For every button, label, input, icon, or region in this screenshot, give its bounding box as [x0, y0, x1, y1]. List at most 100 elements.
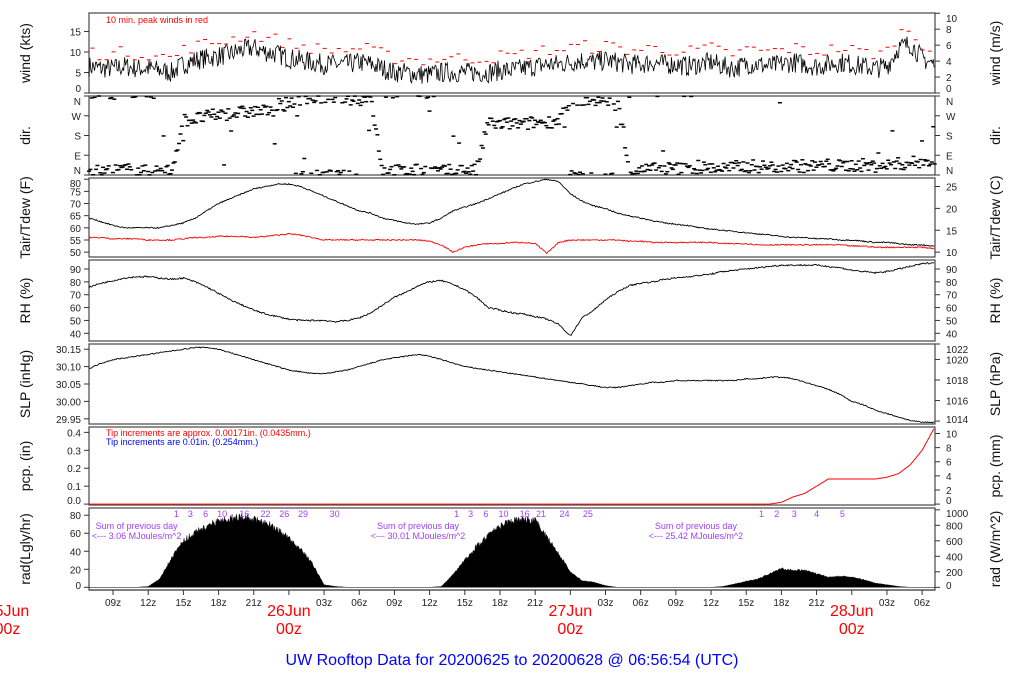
cumulative-label: 3 — [188, 509, 193, 519]
y-tick-label: 60 — [70, 304, 82, 315]
day-label: 25Jun — [0, 603, 29, 620]
panel-pcp: pcp. (in) pcp. (mm) 0.0 0.1 0.2 0.3 0.4 02 4 6 8 10… — [17, 426, 1003, 507]
x-tick-label: 21z — [246, 598, 262, 609]
x-axis: 09z 12z 15z 18z 21z 03z 06z 09z 12z 15z 18z 21z 03z 0… — [0, 589, 935, 638]
y-axis-label: wind (kts) — [17, 23, 33, 84]
y-tick-label: 30.05 — [56, 380, 81, 391]
panel-dir: dir. dir.N NE ES SW WN N — [17, 95, 1003, 177]
y-axis-label: dir. — [17, 126, 33, 145]
y-tick-label-right: 2 — [946, 73, 952, 84]
x-tick-label: 18z — [211, 598, 227, 609]
y-tick-label: 0.1 — [67, 482, 81, 493]
y-axis-label: SLP (inHg) — [17, 350, 33, 418]
y-tick-label: 0.3 — [67, 446, 81, 457]
cumulative-label: 26 — [279, 509, 289, 519]
wind-speed-line — [88, 36, 935, 84]
day-time-label: 00z — [276, 621, 302, 638]
x-tick-label: 15z — [457, 598, 473, 609]
y-tick-label-right: 0 — [946, 581, 952, 592]
x-tick-label: 12z — [140, 598, 156, 609]
cumulative-label: 3 — [468, 509, 473, 519]
x-tick-label: 12z — [703, 598, 719, 609]
x-tick-label: 21z — [527, 598, 543, 609]
panel-frame — [88, 343, 936, 425]
y-axis-label-right: wind (m/s) — [987, 21, 1003, 87]
y-tick-label-right: 60 — [946, 304, 958, 315]
cumulative-label: 5 — [840, 509, 845, 519]
day-time-label: 00z — [0, 621, 20, 638]
cumulative-label: 16 — [520, 509, 530, 519]
y-axis-label-right: Tair/Tdew (C) — [987, 175, 1003, 259]
y-tick-label: 30.00 — [56, 397, 81, 408]
y-tick-label: N — [74, 166, 81, 177]
y-tick-label: S — [74, 132, 81, 143]
y-tick-label-right: W — [946, 112, 956, 123]
y-tick-label: 70 — [70, 200, 82, 211]
y-axis-label-right: RH (%) — [987, 278, 1003, 324]
y-tick-label-right: 10 — [946, 14, 958, 25]
y-tick-label-right: 70 — [946, 291, 958, 302]
panel-rad: rad(Lgly/hr) rad (W/m^2)02040608002004006… — [17, 507, 1003, 592]
y-tick-label: 80 — [70, 278, 82, 289]
y-tick-label-right: 1018 — [946, 376, 969, 387]
y-tick-label-right: 200 — [946, 568, 963, 579]
cumulative-label: 24 — [559, 509, 569, 519]
x-tick-label: 18z — [773, 598, 789, 609]
y-tick-label: 0.4 — [67, 428, 81, 439]
y-tick-label: 50 — [70, 248, 82, 259]
y-tick-label-right: 400 — [946, 552, 963, 563]
x-tick-label: 06z — [914, 598, 930, 609]
y-tick-label-right: 80 — [946, 278, 958, 289]
y-tick-label-right: 0 — [946, 496, 952, 507]
x-tick-label: 03z — [879, 598, 895, 609]
y-tick-label: 75 — [70, 187, 82, 198]
y-tick-label-right: 1014 — [946, 415, 969, 426]
daily-sum-label: Sum of previous day — [96, 521, 179, 531]
y-tick-label: 50 — [70, 316, 82, 327]
y-tick-label-right: N — [946, 97, 953, 108]
y-axis-label-right: rad (W/m^2) — [987, 511, 1003, 588]
cumulative-label: 6 — [483, 509, 488, 519]
y-tick-label: 60 — [70, 529, 82, 540]
cumulative-label: 21 — [536, 509, 546, 519]
y-tick-label: 80 — [70, 179, 82, 190]
y-tick-label-right: 40 — [946, 329, 958, 340]
y-tick-label: 20 — [70, 565, 82, 576]
panel-frame — [88, 177, 936, 258]
cumulative-label: 1 — [174, 509, 179, 519]
y-tick-label: 10 — [70, 48, 82, 59]
y-tick-label: 55 — [70, 236, 82, 247]
tip-increment-note: Tip increments are 0.01in. (0.254mm.) — [106, 437, 258, 447]
y-tick-label: 80 — [70, 511, 82, 522]
cumulative-label: 4 — [814, 509, 819, 519]
x-tick-label: 15z — [175, 598, 191, 609]
cumulative-label: 10 — [217, 509, 227, 519]
cumulative-label: 6 — [203, 509, 208, 519]
y-tick-label-right: 1016 — [946, 397, 969, 408]
cumulative-label: 3 — [792, 509, 797, 519]
y-tick-label-right: S — [946, 132, 953, 143]
cumulative-label: 1 — [759, 509, 764, 519]
daily-sum-label: <--- 25.42 MJoules/m^2 — [649, 531, 744, 541]
y-tick-label-right: 6 — [946, 41, 952, 52]
y-tick-label-right: 1020 — [946, 355, 969, 366]
cumulative-label: 10 — [498, 509, 508, 519]
x-tick-label: 09z — [668, 598, 684, 609]
daily-sum-label: Sum of previous day — [655, 521, 738, 531]
panel-slp: SLP (inHg) SLP (hPa) 29.95 30.00 30.05 30.10 3… — [17, 343, 1003, 426]
y-tick-label-right: 6 — [946, 458, 952, 469]
y-tick-label: 30.10 — [56, 363, 81, 374]
day-time-label: 00z — [839, 621, 865, 638]
cumulative-label: 2 — [774, 509, 779, 519]
cumulative-label: 22 — [260, 509, 270, 519]
y-tick-label: 90 — [70, 265, 82, 276]
y-tick-label: 0 — [75, 84, 81, 95]
x-tick-label: 09z — [386, 598, 402, 609]
y-tick-label-right: 600 — [946, 537, 963, 548]
y-tick-label: 0.0 — [67, 496, 81, 507]
y-axis-label: Tair/Tdew (F) — [17, 176, 33, 258]
cumulative-label: 16 — [239, 509, 249, 519]
